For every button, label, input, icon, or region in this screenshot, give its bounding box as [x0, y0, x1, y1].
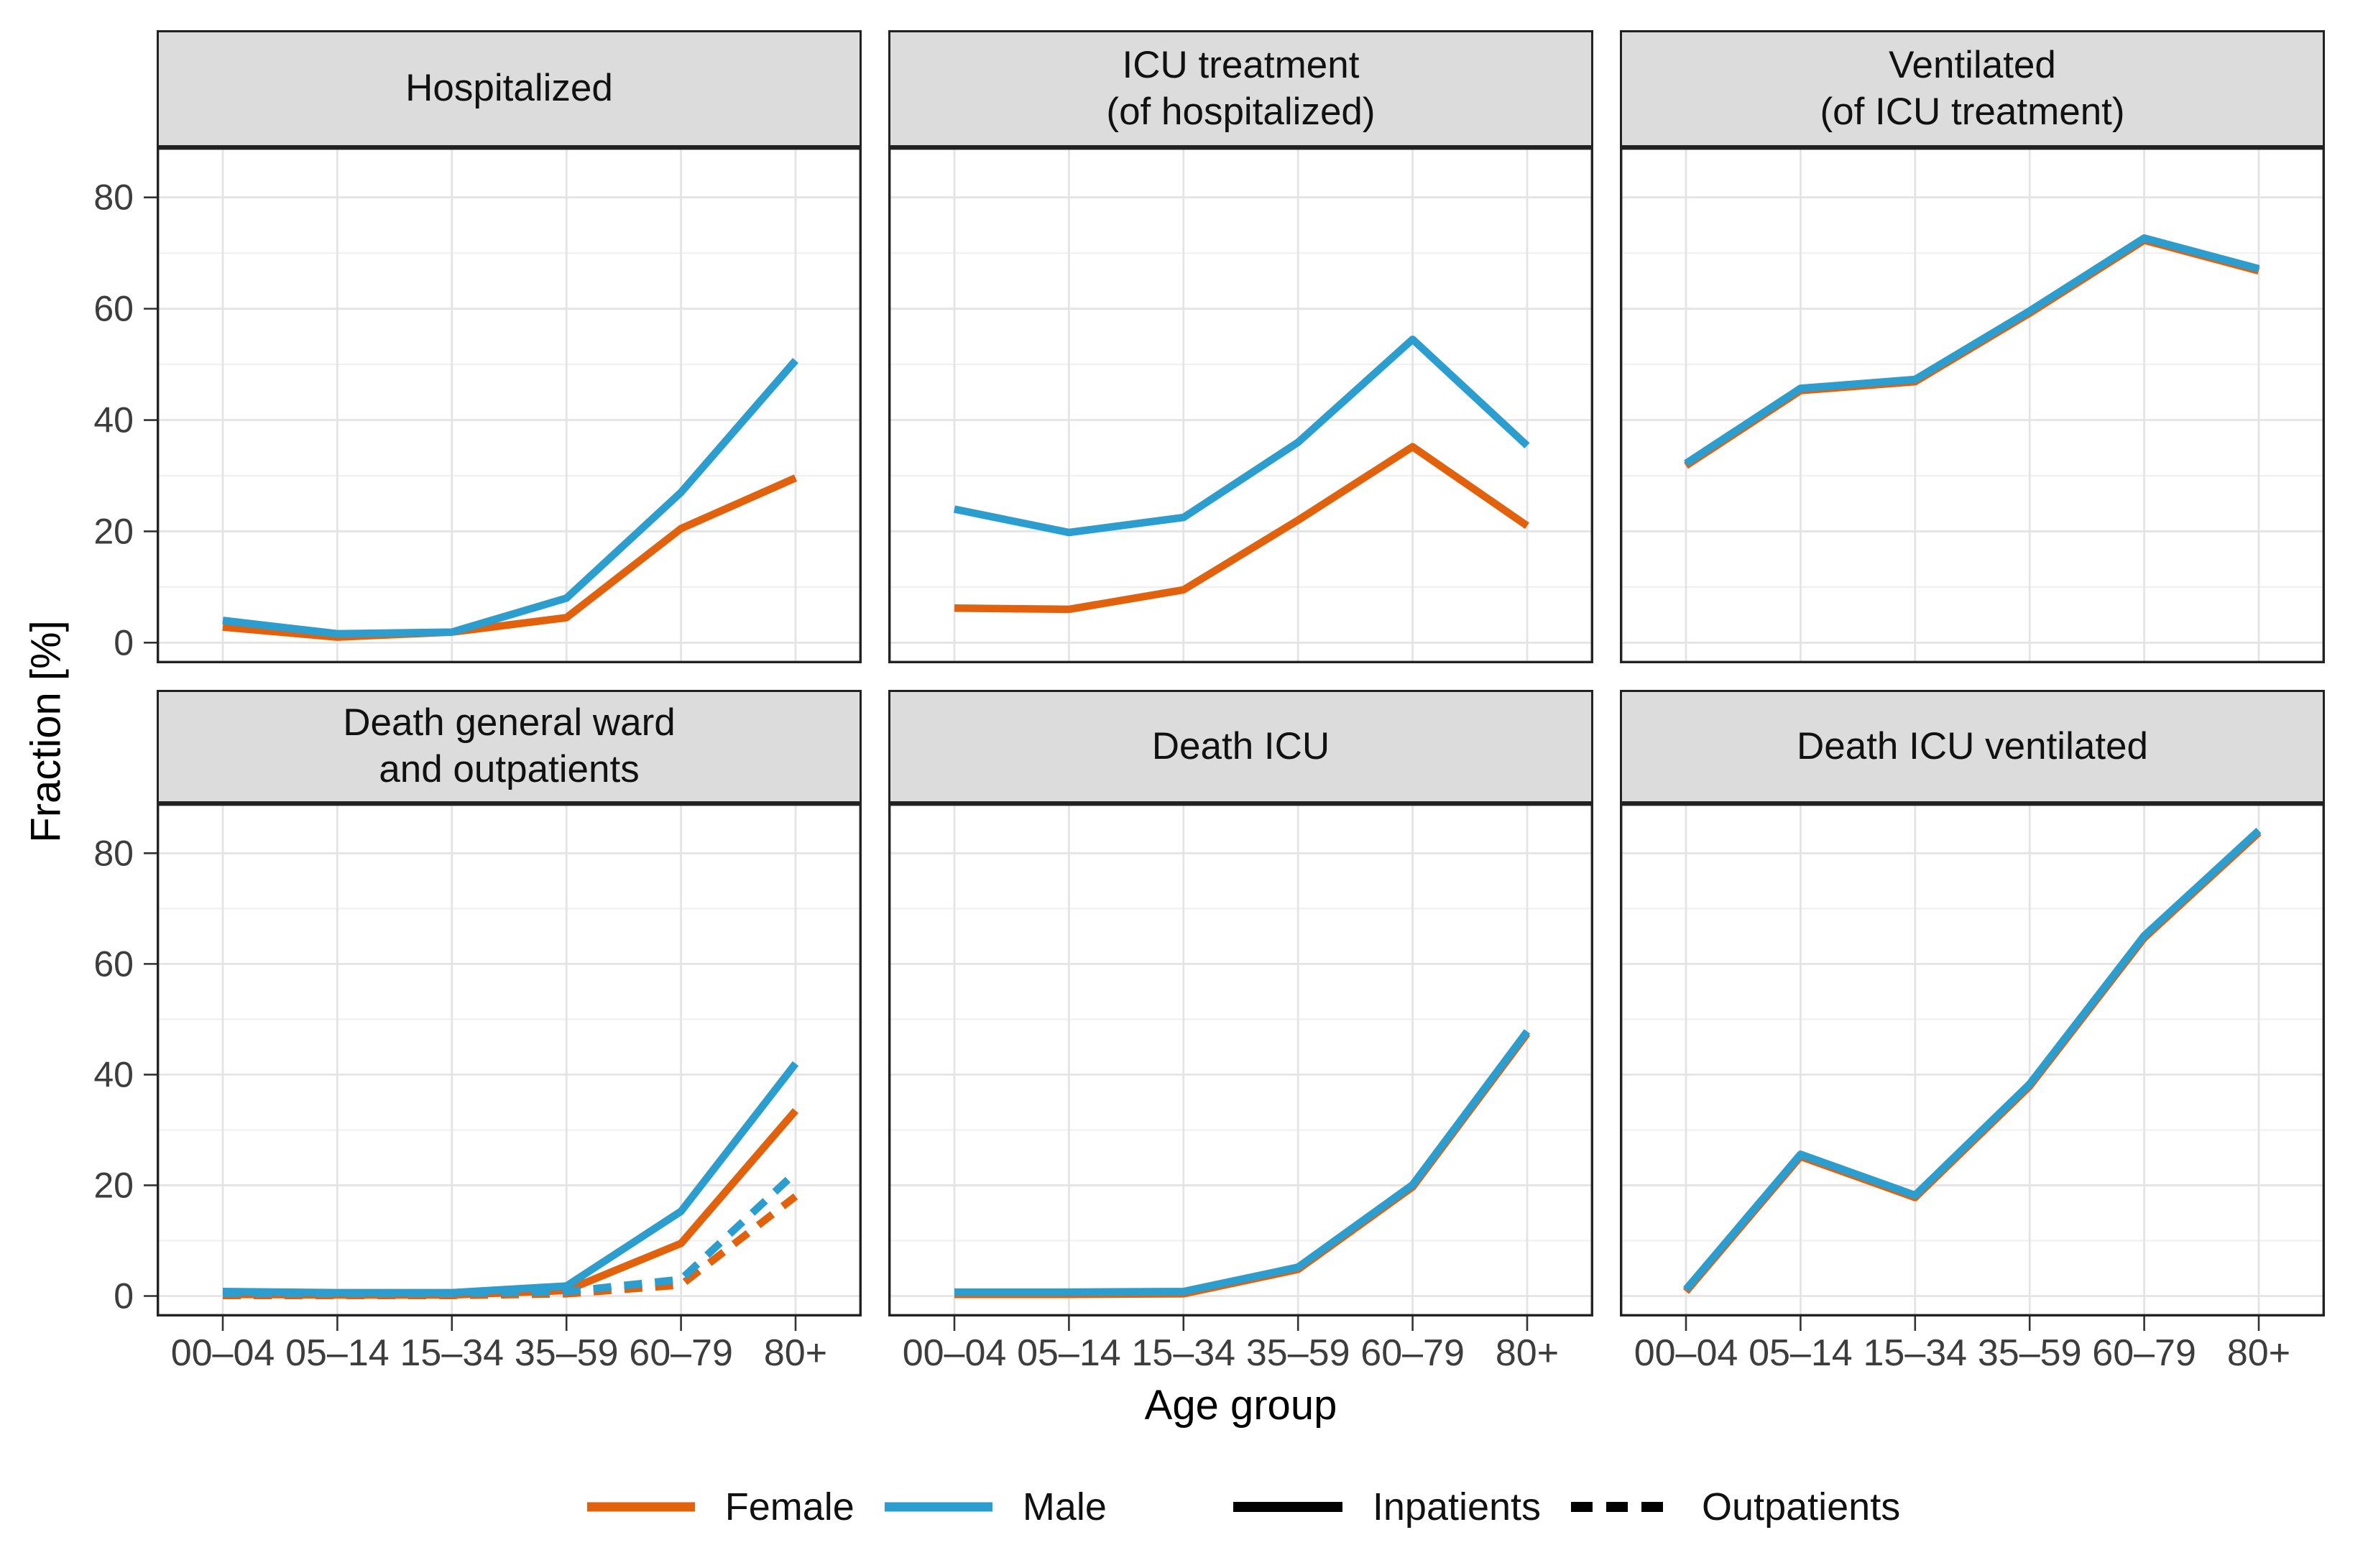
facet-death-icu-ventilated: Death ICU ventilated 00–04 05–14 15–34 35–59… [1620, 690, 2325, 1374]
series-ventilated-male-inpatients [1684, 234, 2260, 467]
legend-item-female: Female [586, 1485, 854, 1529]
facet-strip-title: Hospitalized [157, 30, 862, 147]
legend-item-outpatients: Outpatients [1571, 1485, 1900, 1529]
facet-panel: 0 20 40 60 80 00–04 05–14 15–34 35–59 60–79 80+ [93, 803, 862, 1374]
legend-item-inpatients: Inpatients [1233, 1485, 1541, 1529]
x-tick-label: 60–79 [2092, 1332, 2196, 1374]
x-tick-label: 60–79 [629, 1332, 733, 1374]
y-axis-title: Fraction [%] [22, 620, 70, 843]
x-tick-label: 35–59 [515, 1332, 619, 1374]
y-tick-label: 20 [93, 511, 134, 551]
x-tick-label: 15–34 [1863, 1332, 1967, 1374]
male-line-key-icon [884, 1502, 992, 1512]
series-death-icu-ventilated-male-inpatients [1682, 827, 2262, 1292]
facet-panel [1620, 147, 2325, 663]
y-tick-label: 60 [93, 944, 134, 984]
x-tick-label: 15–34 [400, 1332, 504, 1374]
y-tick-label: 0 [114, 1276, 134, 1316]
x-tick-label: 35–59 [1978, 1332, 2082, 1374]
y-tick-label: 0 [114, 622, 134, 663]
facet-strip-title: Ventilated (of ICU treatment) [1620, 30, 2325, 147]
series-hospitalized-female-inpatients [222, 474, 798, 641]
series-hospitalized-male-inpatients [222, 358, 798, 638]
facet-panel: 0 20 40 60 80 [93, 147, 862, 663]
solid-line-key-icon [1233, 1502, 1342, 1512]
x-tick-label: 35–59 [1246, 1332, 1350, 1374]
legend-label-male: Male [1022, 1485, 1107, 1528]
facet-strip-title: Death general ward and outpatients [157, 690, 862, 803]
legend-label-outpatients: Outpatients [1702, 1485, 1901, 1528]
x-tick-label: 05–14 [285, 1332, 390, 1374]
series-death-general-ward-male-outpatients [223, 1169, 798, 1297]
dashed-line-key-icon [1571, 1502, 1672, 1512]
female-line-key-icon [586, 1502, 695, 1512]
facet-death-icu: Death ICU 00–04 05–14 15–34 35–59 60–79 80+ [888, 690, 1593, 1374]
legend-item-male: Male [884, 1485, 1107, 1529]
x-tick-label: 00–04 [171, 1332, 275, 1374]
facet-panel: 00–04 05–14 15–34 35–59 60–79 80+ [1620, 803, 2325, 1374]
x-tick-label: 80+ [764, 1332, 827, 1374]
facet-panel [888, 147, 1593, 663]
x-tick-label: 15–34 [1131, 1332, 1235, 1374]
facet-hospitalized: Hospitalized 0 20 40 60 80 [93, 30, 862, 663]
x-tick-label: 05–14 [1749, 1332, 1853, 1374]
facet-icu-treatment: ICU treatment (of hospitalized) [888, 30, 1593, 663]
y-tick-label: 80 [93, 833, 134, 873]
x-tick-label: 00–04 [1634, 1332, 1738, 1374]
facet-strip-title: Death ICU ventilated [1620, 690, 2325, 803]
facet-panel: 00–04 05–14 15–34 35–59 60–79 80+ [888, 803, 1593, 1374]
facet-ventilated: Ventilated (of ICU treatment) [1620, 30, 2325, 663]
x-tick-label: 80+ [2227, 1332, 2290, 1374]
y-tick-label: 80 [93, 177, 134, 218]
series-icu-treatment-male-inpatients [953, 335, 1530, 537]
y-tick-label: 60 [93, 289, 134, 329]
y-tick-label: 40 [93, 1054, 134, 1094]
series-death-icu-male-inpatients [954, 1029, 1531, 1296]
x-tick-label: 05–14 [1017, 1332, 1121, 1374]
legend-label-female: Female [724, 1485, 854, 1528]
facet-strip-title: ICU treatment (of hospitalized) [888, 30, 1593, 147]
y-tick-label: 20 [93, 1165, 134, 1205]
x-tick-label: 80+ [1496, 1332, 1559, 1374]
series-icu-treatment-female-inpatients [954, 443, 1529, 614]
facet-death-general-ward: Death general ward and outpatients 0 20 40 6… [93, 690, 862, 1374]
legend-label-inpatients: Inpatients [1372, 1485, 1542, 1528]
x-tick-label: 60–79 [1360, 1332, 1465, 1374]
x-tick-label: 00–04 [903, 1332, 1007, 1374]
legend: Female Male Inpatients Outpatients [75, 1475, 2368, 1539]
y-tick-label: 40 [93, 400, 134, 441]
x-axis-title: Age group [1144, 1382, 1337, 1429]
facet-strip-title: Death ICU [888, 690, 1593, 803]
